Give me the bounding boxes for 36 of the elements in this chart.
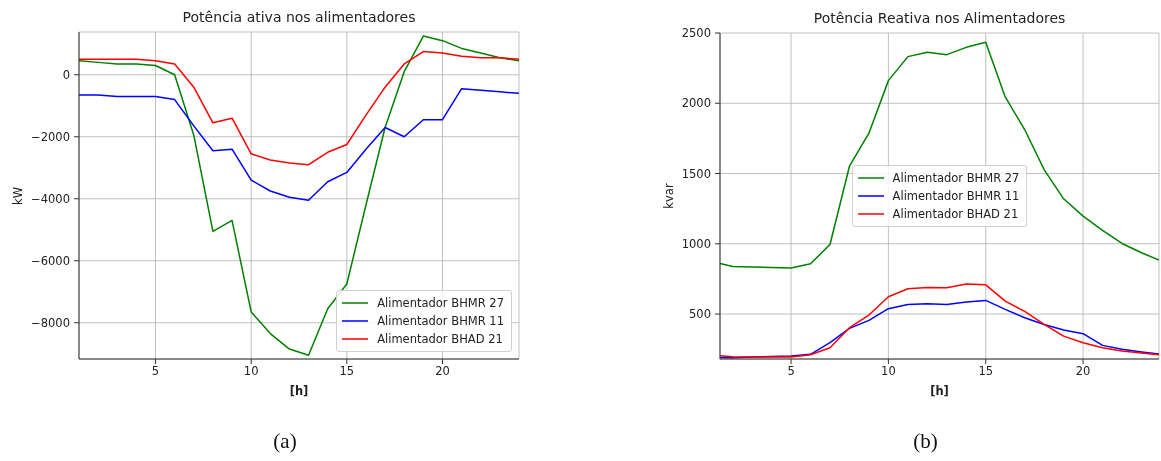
legend-label: Alimentador BHMR 27 [377,296,504,310]
y-tick-label: −4000 [31,191,70,206]
y-tick-label: 1000 [681,236,711,251]
line-series [79,87,519,202]
legend-label: Alimentador BHMR 11 [892,189,1020,203]
x-axis-title: [h] [930,384,949,398]
legend-label: Alimentador BHMR 11 [377,314,504,328]
y-axis-title: kvar [662,183,677,209]
chart-title: Potência ativa nos alimentadores [182,9,416,25]
text: (a) [273,429,297,453]
text: (b) [913,429,938,453]
x-tick-label: 15 [339,364,355,379]
x-tick-label: 15 [978,364,994,379]
legend-label: Alimentador BHMR 27 [892,171,1020,185]
y-tick-label: 0 [62,67,70,82]
y-tick-label: 2500 [681,26,711,41]
legend-label: Alimentador BHAD 21 [377,332,503,346]
y-tick-label: 2000 [681,96,711,111]
legend-label: Alimentador BHAD 21 [892,207,1019,221]
y-tick-label: 1500 [681,166,711,181]
x-axis-title: [h] [289,384,309,398]
line-series [79,35,519,357]
y-tick-label: −8000 [31,315,70,330]
x-tick-label: 5 [787,364,795,379]
x-tick-label: 5 [151,364,160,379]
x-tick-label: 20 [1075,364,1091,379]
x-tick-label: 20 [435,364,450,379]
chart-title: Potência Reativa nos Alimentadores [813,10,1066,26]
y-tick-label: −6000 [31,253,70,268]
x-tick-label: 10 [243,364,259,379]
y-tick-label: 500 [689,307,711,322]
x-tick-label: 10 [881,364,896,379]
y-tick-label: −2000 [31,129,70,144]
y-axis-title: kW [11,186,26,205]
line-series [720,41,1159,269]
line-series [79,50,519,166]
